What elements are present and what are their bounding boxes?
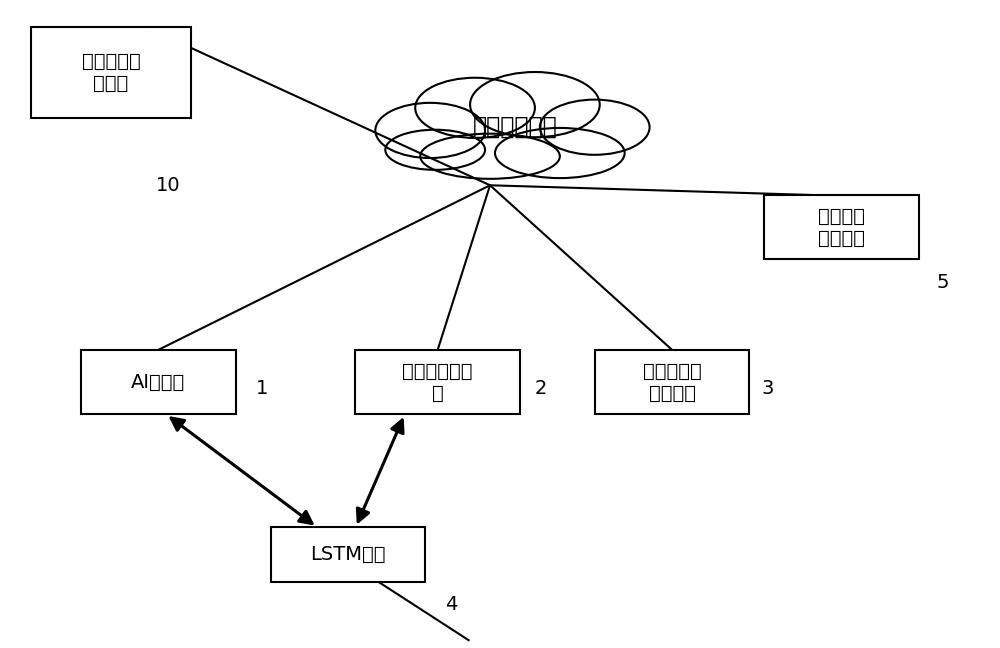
Bar <box>355 350 520 414</box>
Ellipse shape <box>420 133 560 179</box>
Text: 5: 5 <box>937 273 949 292</box>
Ellipse shape <box>540 100 650 155</box>
Text: 3: 3 <box>761 379 774 398</box>
Text: 采购管理系
统交互端: 采购管理系 统交互端 <box>643 362 701 402</box>
Text: 10: 10 <box>156 176 181 195</box>
Bar <box>81 350 236 414</box>
Text: 药品使用
获取接口: 药品使用 获取接口 <box>818 207 865 248</box>
Text: 数据通信网络: 数据通信网络 <box>473 115 557 139</box>
Bar <box>271 527 425 582</box>
Bar <box>31 27 191 117</box>
Bar <box>595 350 749 414</box>
Text: LSTM模块: LSTM模块 <box>310 545 386 564</box>
Text: 2: 2 <box>535 379 547 398</box>
Ellipse shape <box>385 130 485 170</box>
Ellipse shape <box>470 72 600 137</box>
Ellipse shape <box>495 128 625 178</box>
Text: 大数据存储模
块: 大数据存储模 块 <box>402 362 473 402</box>
Text: 药品下架管
理模块: 药品下架管 理模块 <box>82 52 140 93</box>
Ellipse shape <box>415 78 535 138</box>
Bar <box>764 195 919 259</box>
Text: 1: 1 <box>256 379 268 398</box>
Ellipse shape <box>375 103 485 158</box>
Text: 4: 4 <box>445 595 458 614</box>
Text: AI服务器: AI服务器 <box>131 373 186 391</box>
